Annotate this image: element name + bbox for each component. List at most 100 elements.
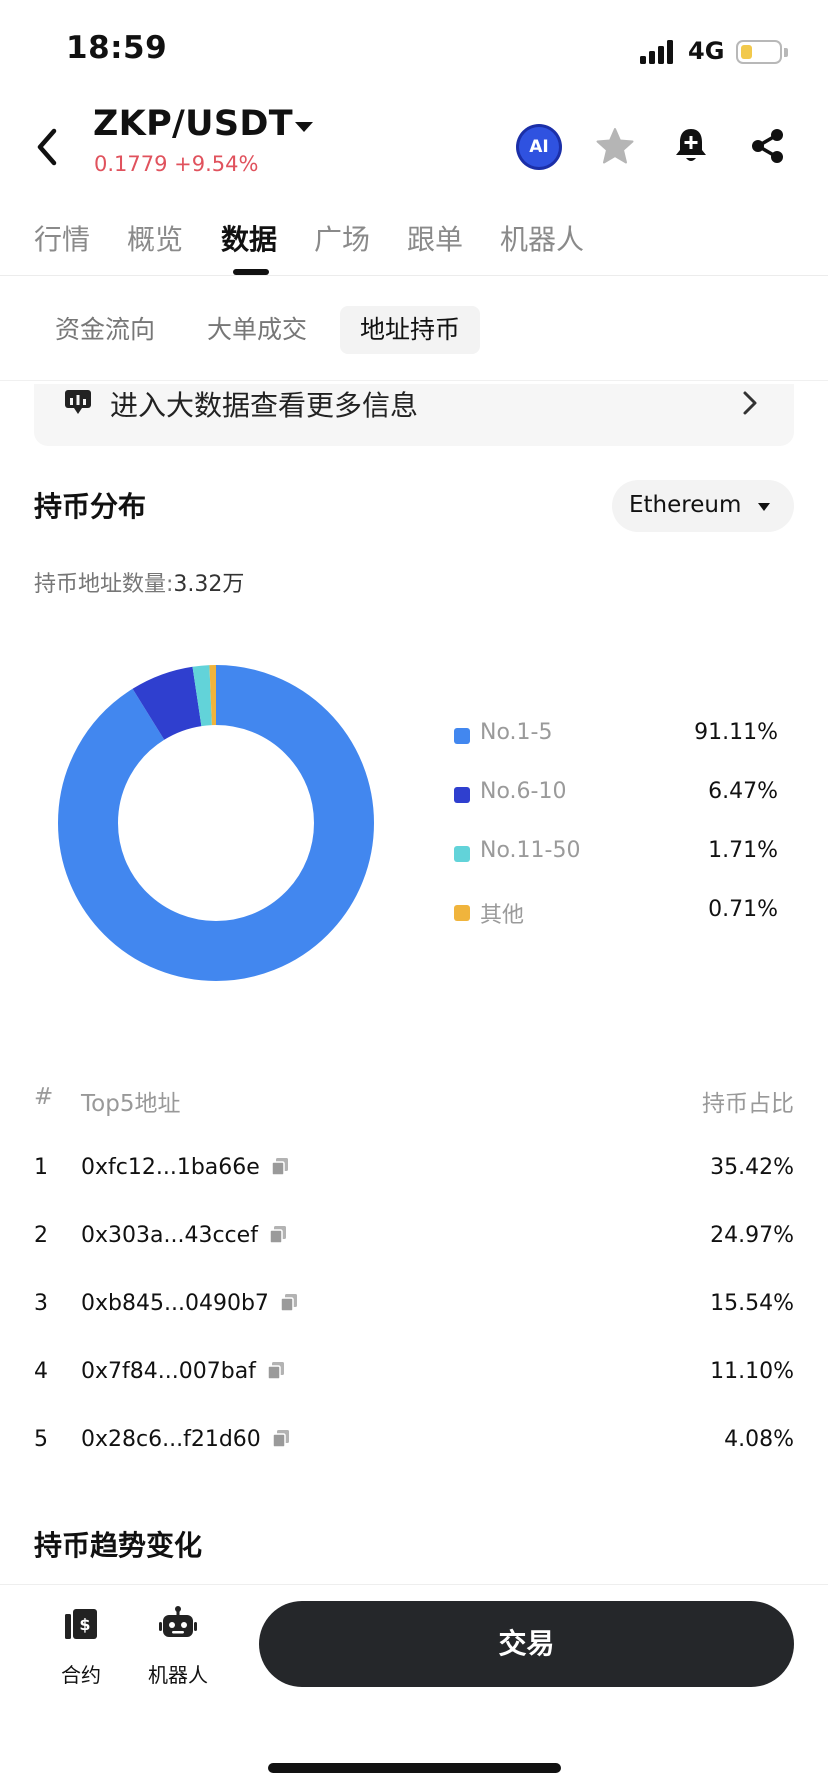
column-address-header: Top5地址	[81, 1091, 181, 1117]
trade-button[interactable]: 交易	[259, 1601, 794, 1687]
battery-icon	[736, 40, 782, 64]
tab-market[interactable]: 行情	[34, 223, 91, 256]
star-icon[interactable]	[595, 126, 635, 166]
subtab-large-orders[interactable]: 大单成交	[207, 315, 308, 344]
holders-count: 持币地址数量:3.32万	[34, 566, 244, 598]
address-text: 0xfc12...1ba66e	[81, 1155, 260, 1180]
distribution-title: 持币分布	[34, 490, 147, 523]
row-rank: 1	[34, 1155, 48, 1180]
contract-icon: $	[65, 1609, 97, 1639]
address-text: 0x303a...43ccef	[81, 1223, 258, 1248]
subtab-address-holdings[interactable]: 地址持币	[340, 306, 481, 354]
row-address: 0xfc12...1ba66e	[81, 1155, 290, 1180]
robot-icon	[159, 1606, 197, 1637]
copy-icon[interactable]	[271, 1428, 291, 1448]
chart-board-icon	[65, 390, 91, 414]
legend-value: 1.71%	[708, 838, 778, 863]
row-rank: 2	[34, 1223, 48, 1248]
row-address: 0x28c6...f21d60	[81, 1427, 291, 1452]
table-row: 5 0x28c6...f21d60 4.08%	[34, 1421, 794, 1461]
legend-item: 其他 0.71%	[454, 895, 778, 929]
table-row: 1 0xfc12...1ba66e 35.42%	[34, 1149, 794, 1189]
address-text: 0xb845...0490b7	[81, 1291, 269, 1316]
address-text: 0x7f84...007baf	[81, 1359, 256, 1384]
row-rank: 5	[34, 1427, 48, 1452]
status-time: 18:59	[66, 30, 168, 66]
subtab-fund-flow[interactable]: 资金流向	[55, 315, 156, 344]
share-icon[interactable]	[748, 126, 788, 166]
legend-value: 91.11%	[694, 720, 778, 745]
big-data-banner[interactable]: 进入大数据查看更多信息	[34, 384, 794, 446]
pair-title[interactable]: ZKP/USDT	[93, 104, 293, 144]
bell-icon[interactable]	[672, 125, 710, 165]
tab-square[interactable]: 广场	[314, 223, 371, 256]
copy-icon[interactable]	[279, 1292, 299, 1312]
tab-robot[interactable]: 机器人	[500, 223, 585, 256]
legend-label: No.1-5	[480, 720, 553, 745]
legend-value: 0.71%	[708, 897, 778, 922]
row-share: 15.54%	[710, 1291, 794, 1316]
legend-item: No.6-10 6.47%	[454, 777, 778, 811]
active-tab-indicator	[233, 269, 269, 275]
copy-icon[interactable]	[266, 1360, 286, 1380]
legend-swatch	[454, 728, 470, 744]
legend-swatch	[454, 846, 470, 862]
holders-value: 3.32万	[173, 572, 245, 597]
tab-overview[interactable]: 概览	[127, 223, 184, 256]
row-share: 11.10%	[710, 1359, 794, 1384]
row-address: 0x7f84...007baf	[81, 1359, 286, 1384]
legend-item: No.1-5 91.11%	[454, 718, 778, 752]
table-row: 4 0x7f84...007baf 11.10%	[34, 1353, 794, 1393]
tab-data[interactable]: 数据	[221, 223, 278, 256]
row-share: 35.42%	[710, 1155, 794, 1180]
legend-value: 6.47%	[708, 779, 778, 804]
price-change: 0.1779 +9.54%	[94, 152, 259, 176]
home-indicator	[268, 1763, 561, 1773]
ai-icon[interactable]: AI	[519, 127, 559, 167]
chain-label: Ethereum	[629, 492, 742, 518]
table-row: 2 0x303a...43ccef 24.97%	[34, 1217, 794, 1257]
chain-select[interactable]: Ethereum	[612, 480, 794, 532]
legend-label: 其他	[480, 903, 525, 928]
legend-label: No.6-10	[480, 779, 567, 804]
address-text: 0x28c6...f21d60	[81, 1427, 261, 1452]
donut-slice	[58, 665, 374, 981]
robot-label: 机器人	[148, 1663, 208, 1687]
bottom-bar: $ 合约 机器人 交易	[0, 1584, 828, 1792]
tab-copy-trade[interactable]: 跟单	[407, 223, 464, 256]
divider	[0, 380, 828, 381]
column-rank-header: #	[34, 1084, 54, 1110]
column-share-header: 持币占比	[702, 1091, 794, 1117]
legend-swatch	[454, 905, 470, 921]
legend-swatch	[454, 787, 470, 803]
row-address: 0x303a...43ccef	[81, 1223, 288, 1248]
row-address: 0xb845...0490b7	[81, 1291, 299, 1316]
row-rank: 4	[34, 1359, 48, 1384]
banner-text: 进入大数据查看更多信息	[110, 389, 419, 422]
legend-item: No.11-50 1.71%	[454, 836, 778, 870]
svg-text:$: $	[79, 1615, 90, 1634]
row-share: 24.97%	[710, 1223, 794, 1248]
copy-icon[interactable]	[268, 1224, 288, 1244]
holdings-donut-chart	[58, 665, 374, 981]
caret-down-icon	[758, 503, 770, 511]
row-share: 4.08%	[724, 1427, 794, 1452]
back-icon[interactable]	[30, 125, 66, 169]
contract-button[interactable]: $ 合约	[36, 1605, 126, 1688]
battery-level	[741, 45, 752, 59]
chevron-down-icon[interactable]	[293, 120, 315, 134]
table-row: 3 0xb845...0490b7 15.54%	[34, 1285, 794, 1325]
row-rank: 3	[34, 1291, 48, 1316]
trend-title: 持币趋势变化	[34, 1529, 203, 1562]
chevron-right-icon	[743, 391, 757, 415]
contract-label: 合约	[61, 1663, 101, 1687]
legend-label: No.11-50	[480, 838, 581, 863]
main-tabs: 行情 概览 数据 广场 跟单 机器人	[0, 212, 828, 276]
status-bar: 18:59 4G	[0, 0, 828, 100]
copy-icon[interactable]	[270, 1156, 290, 1176]
signal-icon	[640, 40, 676, 64]
donut-slice	[58, 665, 374, 981]
robot-button[interactable]: 机器人	[133, 1605, 223, 1688]
battery-tip	[784, 48, 788, 57]
holders-label: 持币地址数量:	[34, 572, 174, 597]
